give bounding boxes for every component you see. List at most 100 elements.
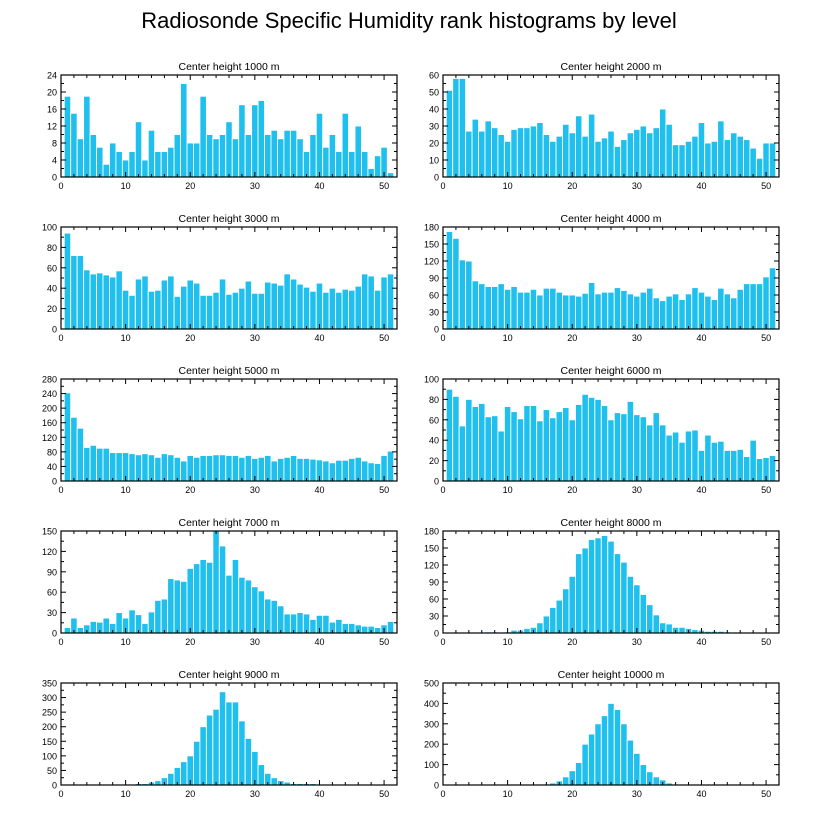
histogram-bar [277,138,285,178]
histogram-bar [322,291,330,330]
histogram-bar [147,611,156,634]
histogram-bar [264,134,272,178]
panel-title: Center height 8000 m [561,517,662,529]
histogram-bar [373,627,382,634]
histogram-panel-4: Center height 4000 m 0 30 60 90 120 150 180 0 10 2… [424,213,780,343]
histogram-bar [536,420,544,482]
histogram-bar [238,104,246,178]
histogram-bar [167,275,175,330]
histogram-bar [380,276,388,330]
histogram-bar [523,127,531,178]
y-tick-label: 20 [429,139,439,149]
y-tick-label: 100 [424,760,439,770]
histogram-bar [471,406,479,482]
histogram-bar [458,77,467,178]
histogram-bar [147,454,156,482]
histogram-bar [562,123,570,178]
histogram-bar [607,540,615,634]
histogram-bar [536,294,544,330]
histogram-bar [503,288,512,330]
histogram-bar [581,743,589,786]
y-tick-label: 10 [429,156,439,166]
y-tick-label: 240 [42,389,57,399]
histogram-bar [264,598,272,634]
y-tick-label: 4 [52,156,57,166]
y-tick-label: 160 [42,418,57,428]
histogram-bar [536,622,544,634]
y-tick-label: 60 [429,71,439,81]
histogram-bar [386,273,395,330]
histogram-bar [568,132,576,178]
histogram-bar [180,285,188,330]
histogram-bar [587,539,596,634]
histogram-bar [710,140,719,178]
histogram-bar [173,579,181,634]
x-tick-label: 30 [632,637,642,647]
histogram-bar [154,599,162,634]
histogram-bar [199,294,207,330]
y-tick-label: 0 [52,477,57,487]
histogram-bar [180,761,188,786]
y-tick-label: 180 [424,223,439,233]
y-tick-label: 120 [42,547,57,557]
histogram-bar [134,278,143,330]
histogram-bar [173,295,181,330]
histogram-bar [575,115,583,178]
histogram-bar [76,138,85,178]
histogram-bar [212,530,220,634]
histogram-bar [244,134,253,178]
y-tick-label: 60 [47,588,57,598]
y-tick-label: 0 [434,325,439,335]
histogram-bar [70,416,78,482]
histogram-bar [302,457,311,482]
histogram-bar [497,134,505,178]
x-tick-label: 20 [185,485,195,495]
histogram-bar [257,764,265,786]
histogram-bar [193,563,201,634]
histogram-bar [613,553,622,634]
histogram-bar [109,142,117,178]
histogram-bar [231,138,240,178]
histogram-bar [76,627,85,634]
y-tick-label: 40 [429,105,439,115]
panel-title: Center height 3000 m [179,213,280,225]
histogram-bar [96,272,104,330]
y-tick-label: 12 [47,122,57,132]
histogram-bar [659,108,667,178]
histogram-bar [244,455,253,482]
histogram-bar [244,579,253,634]
histogram-bar [529,125,538,178]
histogram-bar [231,291,240,330]
x-tick-label: 50 [379,789,389,799]
histogram-bar [581,547,589,634]
histogram-bar [581,135,589,178]
y-tick-label: 200 [42,404,57,414]
x-tick-label: 20 [567,485,577,495]
histogram-bar [704,295,712,330]
histogram-bar [147,129,156,178]
y-tick-label: 80 [47,243,57,253]
histogram-bar [478,403,486,482]
histogram-bar [568,575,576,634]
y-tick-label: 500 [424,679,439,689]
y-tick-label: 100 [42,751,57,761]
histogram-bar [665,434,673,482]
y-tick-label: 120 [424,257,439,267]
x-tick-label: 0 [58,181,63,191]
histogram-bar [452,395,460,482]
histogram-bar [115,151,123,178]
x-tick-label: 20 [567,181,577,191]
y-tick-label: 40 [47,284,57,294]
y-tick-label: 280 [42,375,57,385]
histogram-bar [723,449,731,482]
histogram-bar [361,273,369,330]
histogram-bar [154,151,162,178]
histogram-bar [600,137,609,178]
histogram-bar [503,406,512,482]
histogram-bar [225,455,233,482]
histogram-bar [620,413,628,482]
histogram-bar [671,144,680,178]
histogram-bar [684,293,693,330]
histogram-bar [238,576,246,634]
